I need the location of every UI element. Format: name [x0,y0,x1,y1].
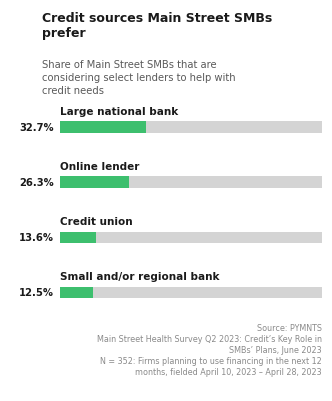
Text: 26.3%: 26.3% [19,178,54,188]
Bar [60,287,322,298]
Text: SMBs’ Plans, June 2023: SMBs’ Plans, June 2023 [229,345,322,354]
Bar [60,122,146,134]
Text: Credit sources Main Street SMBs
prefer: Credit sources Main Street SMBs prefer [42,12,272,41]
Text: Main Street Health Survey Q2 2023: Credit’s Key Role in: Main Street Health Survey Q2 2023: Credi… [97,334,322,343]
Bar [60,232,322,243]
Text: Large national bank: Large national bank [60,107,178,117]
Text: 32.7%: 32.7% [19,123,54,133]
Text: Online lender: Online lender [60,162,139,172]
Text: months, fielded April 10, 2023 – April 28, 2023: months, fielded April 10, 2023 – April 2… [135,367,322,376]
Text: Credit union: Credit union [60,217,132,227]
Text: 13.6%: 13.6% [19,233,54,243]
Bar [60,177,129,188]
Text: 12.5%: 12.5% [19,288,54,298]
Bar [60,122,322,134]
Bar [60,232,96,243]
Text: Source: PYMNTS: Source: PYMNTS [257,323,322,332]
Bar [60,177,322,188]
Bar [60,287,93,298]
Text: Share of Main Street SMBs that are
considering select lenders to help with
credi: Share of Main Street SMBs that are consi… [42,60,236,96]
Text: N = 352: Firms planning to use financing in the next 12: N = 352: Firms planning to use financing… [100,356,322,365]
Text: Small and/or regional bank: Small and/or regional bank [60,272,219,282]
